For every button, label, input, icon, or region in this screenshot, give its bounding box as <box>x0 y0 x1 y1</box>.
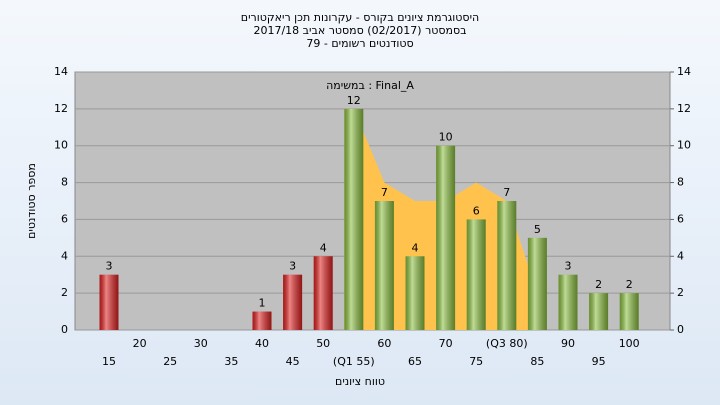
x-tick-label: (Q1 55) <box>333 355 375 368</box>
value-label: 10 <box>439 131 453 144</box>
bar-shine <box>558 274 578 330</box>
x-tick-label: 100 <box>619 337 640 350</box>
x-tick-label: 65 <box>408 355 422 368</box>
bar-shine <box>344 108 364 330</box>
bar-shine <box>619 293 639 330</box>
value-label: 3 <box>565 260 572 273</box>
chart-subtitle: סטודנטים רשומים - 79 <box>306 37 413 50</box>
bar-shine <box>252 311 272 330</box>
x-tick-label: 75 <box>469 355 483 368</box>
y-tick-label: 6 <box>61 212 68 225</box>
x-tick-label: 25 <box>163 355 177 368</box>
bar-shine <box>374 201 394 330</box>
y-tick-label: 2 <box>61 286 68 299</box>
bar-shine <box>313 256 333 330</box>
annotation: במשימה : Final_A <box>326 79 414 92</box>
y2-tick-label: 0 <box>677 323 684 336</box>
y2-tick-label: 6 <box>677 212 684 225</box>
y-tick-label: 12 <box>54 102 68 115</box>
bar-shine <box>436 145 456 330</box>
value-label: 3 <box>106 260 113 273</box>
x-tick-label: 40 <box>255 337 269 350</box>
bar-shine <box>466 219 486 330</box>
x-tick-label: 85 <box>530 355 544 368</box>
y2-tick-label: 10 <box>677 139 691 152</box>
y2-tick-label: 8 <box>677 176 684 189</box>
y-tick-label: 4 <box>61 249 68 262</box>
chart-subtitle: בסמסטר (02/2017) סמסטר אביב 2017/18 <box>253 24 466 37</box>
value-label: 1 <box>259 297 266 310</box>
x-tick-label: 50 <box>316 337 330 350</box>
y-tick-label: 14 <box>54 65 68 78</box>
x-tick-label: 30 <box>194 337 208 350</box>
y2-tick-label: 12 <box>677 102 691 115</box>
x-tick-label: 70 <box>439 337 453 350</box>
x-axis-title: טווח ציונים <box>335 375 385 388</box>
value-label: 2 <box>595 278 602 291</box>
x-tick-label: 35 <box>224 355 238 368</box>
y2-tick-label: 2 <box>677 286 684 299</box>
x-tick-label: 20 <box>133 337 147 350</box>
y-tick-label: 0 <box>61 323 68 336</box>
x-tick-label: 45 <box>286 355 300 368</box>
value-label: 5 <box>534 223 541 236</box>
y-tick-label: 8 <box>61 176 68 189</box>
bar-shine <box>99 274 119 330</box>
value-label: 3 <box>289 260 296 273</box>
bar-shine <box>589 293 609 330</box>
bar-shine <box>405 256 425 330</box>
x-tick-label: 15 <box>102 355 116 368</box>
value-label: 2 <box>626 278 633 291</box>
value-label: 7 <box>381 186 388 199</box>
value-label: 4 <box>320 241 327 254</box>
bar-shine <box>283 274 303 330</box>
chart-title: היסטוגרמת ציונים בקורס - עקרונות תכן ריא… <box>241 11 479 24</box>
x-tick-label: 95 <box>592 355 606 368</box>
value-label: 7 <box>503 186 510 199</box>
value-label: 12 <box>347 94 361 107</box>
y2-tick-label: 14 <box>677 65 691 78</box>
y2-tick-label: 4 <box>677 249 684 262</box>
value-label: 6 <box>473 204 480 217</box>
x-tick-label: 60 <box>377 337 391 350</box>
value-label: 4 <box>412 241 419 254</box>
x-tick-label: (Q3 80) <box>486 337 528 350</box>
bar-shine <box>497 201 517 330</box>
y-axis-title: מספר סטודנטים <box>25 163 38 239</box>
bar-shine <box>527 237 547 330</box>
y-tick-label: 10 <box>54 139 68 152</box>
x-tick-label: 90 <box>561 337 575 350</box>
